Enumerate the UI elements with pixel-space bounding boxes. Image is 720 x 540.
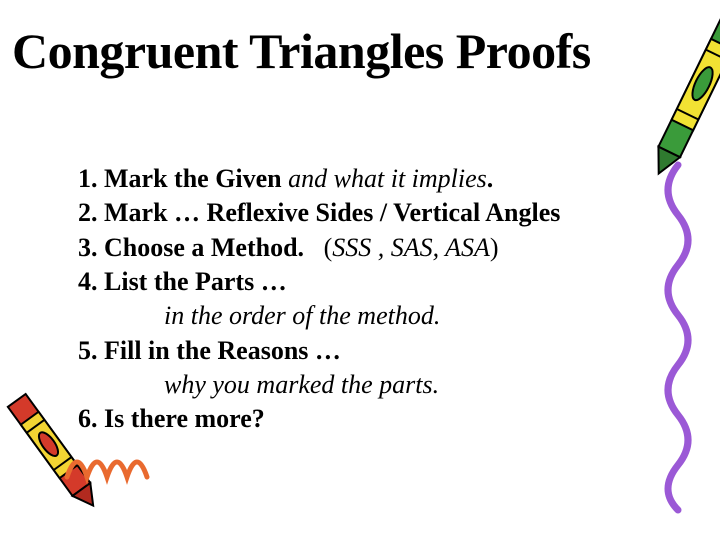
step-bold-text: 2. Mark … Reflexive Sides / Vertical Ang… — [78, 198, 560, 227]
page-title: Congruent Triangles Proofs — [0, 0, 720, 80]
step-italic-text: why you marked the parts. — [164, 370, 439, 399]
step-bold-text: 5. Fill in the Reasons … — [78, 336, 341, 365]
step-line: 4. List the Parts … — [78, 265, 720, 299]
step-bold-text: 4. List the Parts … — [78, 267, 287, 296]
step-line: 6. Is there more? — [78, 402, 720, 436]
step-subline: why you marked the parts. — [78, 368, 720, 402]
step-line: 1. Mark the Given and what it implies. — [78, 162, 720, 196]
step-italic-text: in the order of the method. — [164, 301, 440, 330]
scribble-orange-icon — [62, 442, 152, 492]
step-line: 3. Choose a Method. (SSS , SAS, ASA) — [78, 231, 720, 265]
step-bold-text: 3. Choose a Method. — [78, 233, 324, 262]
step-line: 2. Mark … Reflexive Sides / Vertical Ang… — [78, 196, 720, 230]
step-bold-text: 6. Is there more? — [78, 404, 265, 433]
step-italic-text: SSS , SAS, ASA — [332, 233, 490, 262]
steps-list: 1. Mark the Given and what it implies.2.… — [0, 80, 720, 437]
step-italic-text: and what it implies — [288, 164, 487, 193]
step-bold-text: 1. Mark the Given — [78, 164, 288, 193]
step-subline: in the order of the method. — [78, 299, 720, 333]
step-line: 5. Fill in the Reasons … — [78, 334, 720, 368]
squiggle-purple-icon — [650, 160, 700, 520]
